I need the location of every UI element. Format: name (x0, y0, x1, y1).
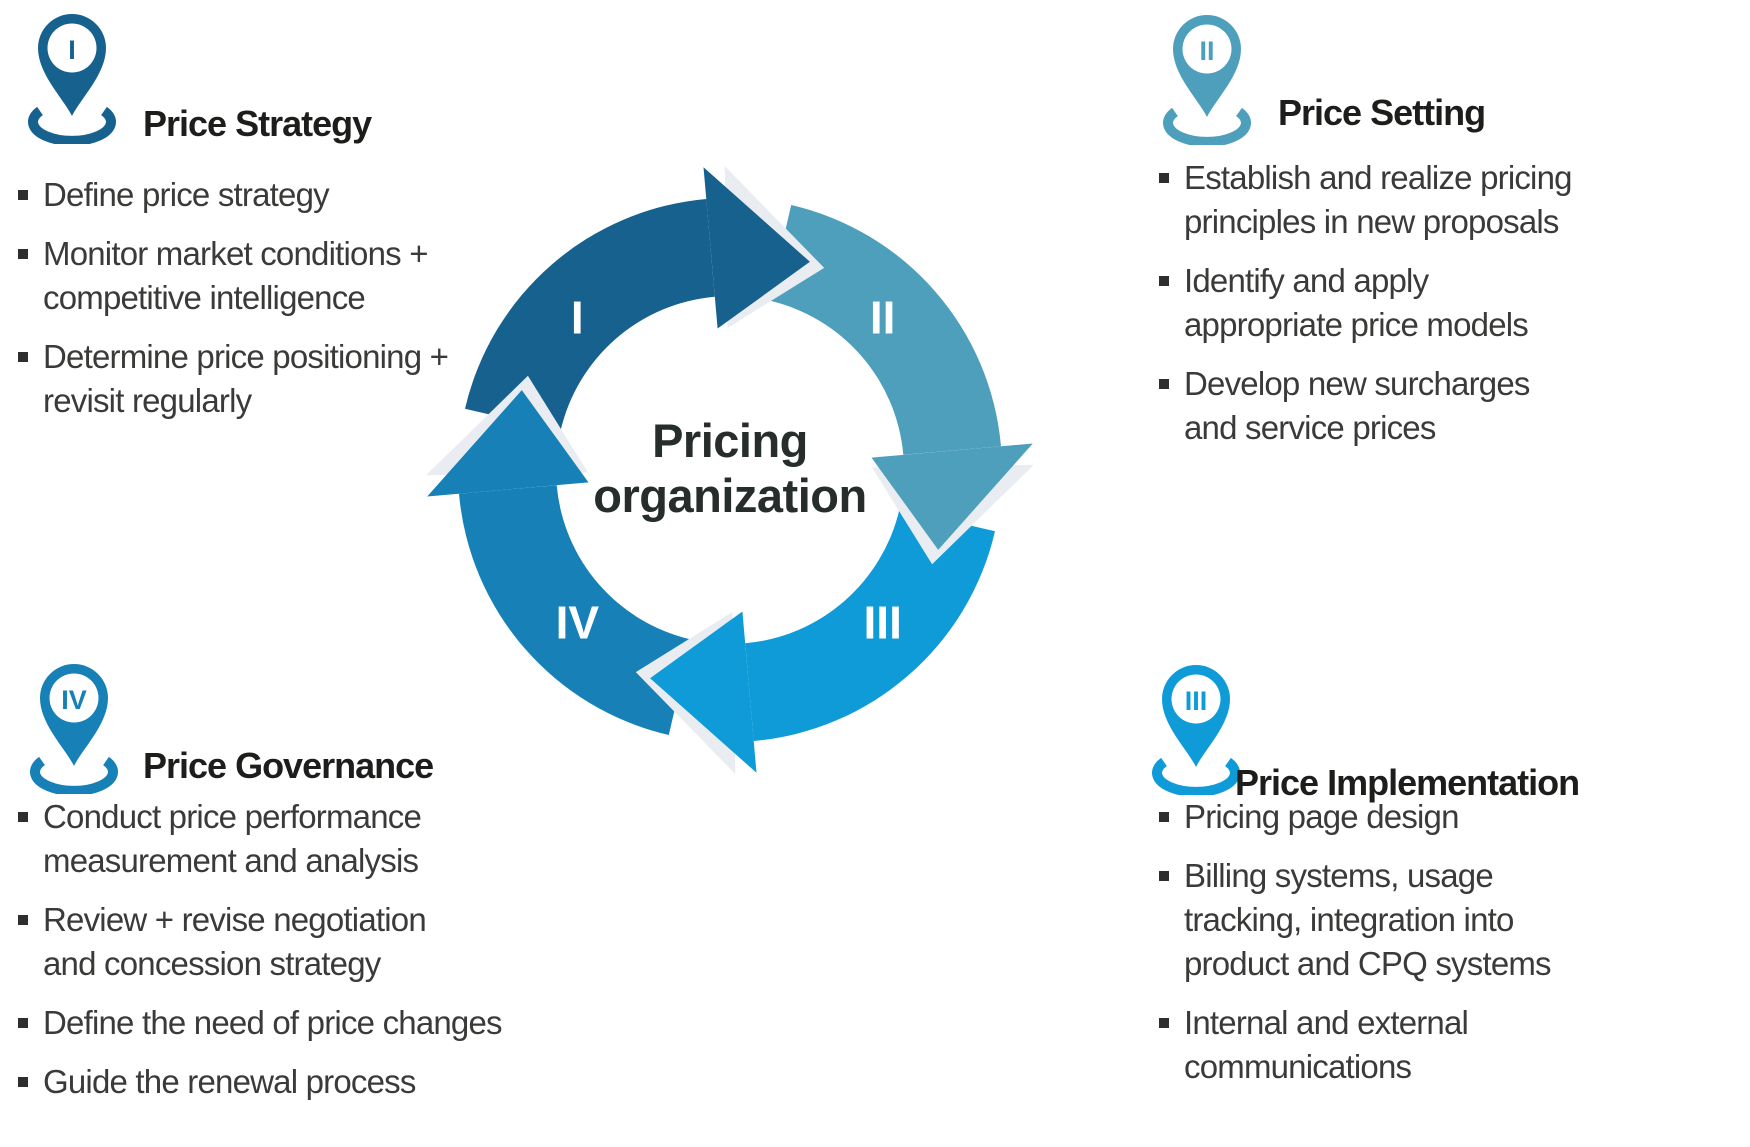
cycle-diagram: I II III IV (395, 130, 1065, 810)
cycle-arc-II (769, 205, 1001, 455)
bullet-marker (18, 812, 28, 822)
list-item: Monitor market conditions + competitive … (16, 232, 536, 320)
list-item: Determine price positioning + revisit re… (16, 335, 536, 423)
list-item-text: Develop new surcharges and service price… (1184, 365, 1530, 446)
list-item: Define the need of price changes (16, 1001, 576, 1045)
bullet-marker (18, 1018, 28, 1028)
pin-ring (1163, 107, 1251, 147)
bullet-marker (1159, 379, 1169, 389)
ring-numeral-III: III (864, 597, 902, 649)
list-item-text: Identify and apply appropriate price mod… (1184, 262, 1529, 343)
cycle-center-line2: organization (593, 469, 867, 522)
list-item: Guide the renewal process (16, 1060, 576, 1104)
bullet-marker (18, 1077, 28, 1087)
pin-face (1171, 674, 1221, 724)
bullet-marker (1159, 812, 1169, 822)
bullet-marker (1159, 1018, 1169, 1028)
list-item-text: Define price strategy (43, 176, 330, 213)
cycle-arrowhead-III (650, 611, 757, 773)
pin-ring (1152, 757, 1240, 797)
pin-numeral: II (1199, 36, 1214, 66)
bullet-list-price-setting: Establish and realize pricing principles… (1157, 156, 1737, 465)
list-item: Conduct price performance measurement an… (16, 795, 576, 883)
list-item-text: Establish and realize pricing principles… (1184, 159, 1573, 240)
cycle-arc-III (745, 509, 995, 741)
list-item-text: Internal and external communications (1184, 1004, 1469, 1085)
map-pin-graphic: II (1163, 15, 1251, 147)
bullet-marker (1159, 276, 1169, 286)
bullet-marker (1159, 871, 1169, 881)
list-item: Identify and apply appropriate price mod… (1157, 259, 1737, 347)
ring-numeral-IV: IV (556, 597, 600, 649)
pin-face (1182, 24, 1232, 74)
list-item: Review + revise negotiation and concessi… (16, 898, 576, 986)
cycle-arc-IV (459, 485, 691, 735)
list-item: Billing systems, usage tracking, integra… (1157, 854, 1737, 986)
map-pin-icon-I: I (22, 10, 122, 149)
cycle-arrowhead-II (871, 443, 1033, 550)
cycle-center-line1: Pricing (652, 414, 808, 467)
list-item-text: Pricing page design (1184, 798, 1459, 835)
pin-ring (28, 106, 116, 146)
map-pin-graphic: III (1152, 665, 1240, 797)
cycle-arrowhead-IV (427, 390, 589, 497)
bullet-list-price-implementation: Pricing page design Billing systems, usag… (1157, 795, 1737, 1104)
pin-numeral: IV (61, 685, 87, 715)
bullet-marker (18, 249, 28, 259)
ring-numeral-I: I (571, 291, 584, 343)
map-pin-icon-IV: IV (24, 660, 124, 799)
cycle-arrowhead-I (703, 167, 810, 329)
bullet-marker (1159, 173, 1169, 183)
list-item-text: Monitor market conditions + competitive … (43, 235, 428, 316)
pin-face (49, 673, 99, 723)
section-title-price-governance: Price Governance (143, 745, 434, 786)
pin-numeral: III (1185, 686, 1208, 716)
list-item-text: Guide the renewal process (43, 1063, 416, 1100)
list-item-text: Review + revise negotiation and concessi… (43, 901, 427, 982)
section-title-price-strategy: Price Strategy (143, 103, 372, 144)
bullet-marker (18, 915, 28, 925)
ring-numeral-II: II (870, 291, 896, 343)
cycle-arc-I (465, 199, 715, 431)
section-title-price-setting: Price Setting (1278, 92, 1486, 133)
list-item-text: Conduct price performance measurement an… (43, 798, 422, 879)
map-pin-icon-II: II (1157, 11, 1257, 150)
list-item-text: Billing systems, usage tracking, integra… (1184, 857, 1552, 982)
list-item-text: Define the need of price changes (43, 1004, 503, 1041)
list-item: Pricing page design (1157, 795, 1737, 839)
list-item: Define price strategy (16, 173, 536, 217)
bullet-list-price-strategy: Define price strategy Monitor market cond… (16, 173, 536, 438)
map-pin-icon-III: III (1146, 661, 1246, 800)
list-item: Develop new surcharges and service price… (1157, 362, 1737, 450)
bullet-marker (18, 352, 28, 362)
pin-numeral: I (68, 35, 76, 65)
list-item: Internal and external communications (1157, 1001, 1737, 1089)
map-pin-graphic: IV (30, 664, 118, 796)
list-item-text: Determine price positioning + revisit re… (43, 338, 449, 419)
list-item: Establish and realize pricing principles… (1157, 156, 1737, 244)
bullet-marker (18, 190, 28, 200)
bullet-list-price-governance: Conduct price performance measurement an… (16, 795, 576, 1119)
pin-face (47, 23, 97, 73)
map-pin-graphic: I (28, 14, 116, 146)
section-title-price-implementation: Price Implementation (1235, 762, 1580, 803)
pin-ring (30, 756, 118, 796)
cycle-center-label: Pricing organization (505, 413, 955, 523)
